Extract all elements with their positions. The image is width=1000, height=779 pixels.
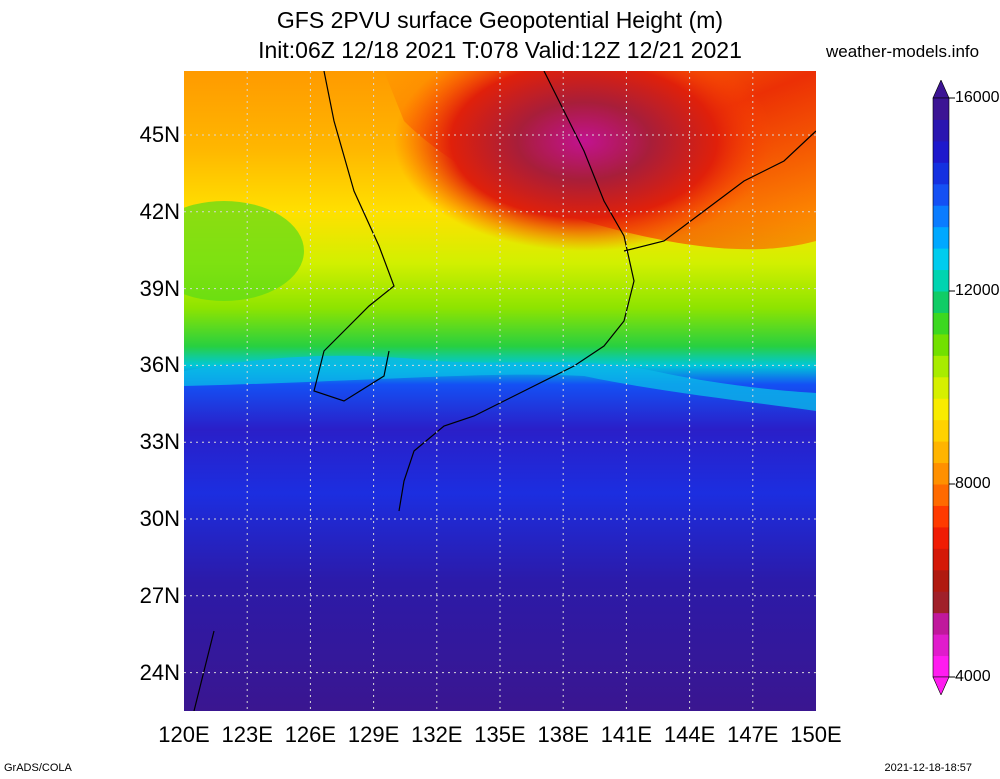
site-credit: weather-models.info [826, 42, 980, 61]
colorbar-label: 4000 [955, 668, 991, 685]
coastline [193, 71, 816, 711]
colorbar-swatch [933, 312, 949, 335]
colorbar-min-arrow [932, 676, 950, 695]
colorbar-swatch [933, 419, 949, 442]
weather-map [184, 71, 816, 711]
lon-label: 129E [347, 722, 400, 747]
lon-label: 150E [790, 722, 842, 747]
colorbar-swatch [933, 119, 949, 142]
colorbar-label: 12000 [955, 282, 1000, 299]
lon-label: 123E [221, 722, 273, 747]
map-title-line2: Init:06Z 12/18 2021 T:078 Valid:12Z 12/2… [258, 37, 742, 63]
front-edge [184, 355, 816, 411]
colorbar-swatch [933, 162, 949, 185]
colorbar-swatch [933, 269, 949, 292]
low-center [394, 71, 774, 251]
map-grid [184, 71, 816, 711]
lon-label: 120E [158, 722, 210, 747]
footer-left: GrADS/COLA [4, 762, 72, 774]
colorbar-label: 16000 [955, 89, 1000, 106]
colorbar-swatch [933, 569, 949, 592]
color-legend [932, 80, 955, 695]
lat-label: 45N [139, 122, 180, 147]
lat-label: 24N [139, 659, 180, 685]
lat-label: 27N [139, 582, 180, 608]
footer-timestamp: 2021-12-18-18:57 [884, 762, 972, 774]
colorbar-swatch [933, 183, 949, 206]
colorbar-swatch [933, 291, 949, 313]
colorbar-swatch [933, 548, 949, 571]
colorbar-swatch [933, 398, 949, 421]
colorbar-swatch [933, 333, 949, 356]
colorbar-label: 8000 [955, 475, 991, 492]
lon-label: 135E [474, 722, 526, 747]
lat-label: 36N [139, 352, 180, 378]
colorbar-swatch [933, 376, 949, 399]
colorbar-swatch [933, 226, 949, 249]
map-title-line1: GFS 2PVU surface Geopotential Height (m) [276, 7, 724, 33]
colorbar-swatch [933, 248, 949, 271]
lat-label: 30N [139, 506, 180, 531]
green-band-west [184, 201, 304, 301]
colorbar-swatch [933, 655, 949, 678]
colorbar-max-arrow [932, 80, 950, 99]
colorbar-swatch [933, 205, 949, 228]
colorbar-swatch [933, 462, 949, 485]
colorbar-swatch [933, 140, 949, 163]
colorbar-swatch [933, 505, 949, 528]
lon-label: 141E [600, 722, 653, 747]
lat-label: 42N [139, 198, 180, 224]
colorbar-swatch [933, 484, 949, 506]
colorbar-swatch [933, 526, 949, 549]
colorbar-swatch [933, 441, 949, 464]
lon-label: 144E [663, 722, 716, 747]
colorbar-swatch [933, 612, 949, 635]
lon-label: 147E [727, 722, 779, 747]
lon-label: 132E [411, 722, 463, 747]
colorbar-swatch [933, 355, 949, 378]
lon-label: 126E [284, 722, 337, 747]
colorbar-swatch [933, 591, 949, 614]
lon-label: 138E [537, 722, 589, 747]
lat-label: 33N [139, 429, 180, 455]
lat-label: 39N [139, 275, 180, 301]
colorbar-swatch [933, 98, 949, 120]
colorbar-swatch [933, 634, 949, 657]
